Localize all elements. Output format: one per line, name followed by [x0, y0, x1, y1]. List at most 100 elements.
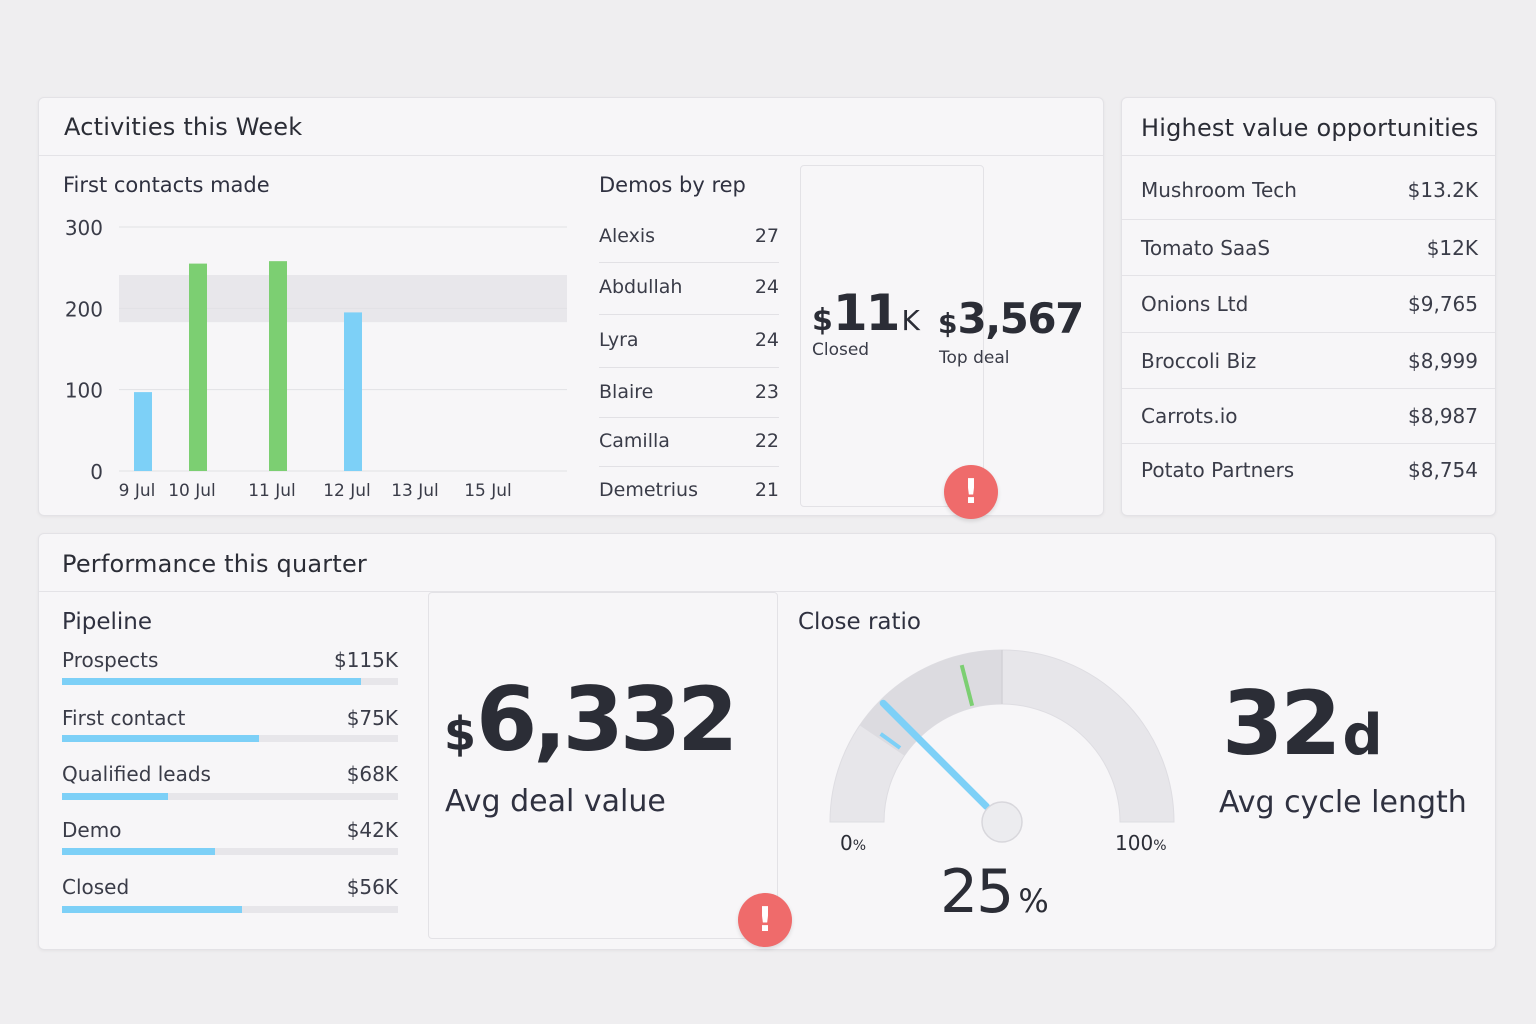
closed-stat-box: [800, 165, 984, 507]
opportunity-value: $8,999: [1408, 349, 1478, 373]
top-deal-currency: $: [938, 307, 958, 340]
demo-row-abdullah: Abdullah 24: [599, 276, 779, 302]
alert-icon[interactable]: !: [738, 893, 792, 947]
pipeline-stage-value: $115K: [333, 648, 398, 672]
chart-x-tick-label: 10 Jul: [168, 481, 216, 501]
opportunity-divider: [1122, 443, 1495, 444]
demo-rep-count: 21: [754, 479, 779, 501]
chart-bar[interactable]: [269, 261, 287, 471]
opportunity-divider: [1122, 219, 1495, 220]
closed-currency: $: [812, 303, 833, 338]
opportunity-row[interactable]: Tomato SaaS $12K: [1141, 236, 1478, 264]
pipeline-stage-value: $42K: [346, 818, 398, 842]
pipeline-stage-name: Closed: [62, 875, 130, 899]
opportunity-value: $8,754: [1408, 458, 1478, 482]
chart-bar[interactable]: [189, 263, 207, 471]
demo-row-demetrius: Demetrius 21: [599, 479, 779, 505]
top-deal-stat: $3,567: [938, 294, 1084, 343]
pipeline-stage-name: First contact: [62, 706, 186, 730]
pipeline-stage-name: Prospects: [62, 648, 159, 672]
pipeline-bar: [62, 793, 168, 800]
pipeline-stage-name: Qualified leads: [62, 762, 211, 786]
first-contacts-chart: 0 100 200 300 9 Jul 10 Jul 11 Jul 12 Jul 13 Jul 1…: [65, 216, 567, 501]
performance-card-header: [39, 534, 1495, 592]
demo-row-lyra: Lyra 24: [599, 329, 779, 355]
opportunities-title: Highest value opportunities: [1141, 114, 1479, 142]
demo-divider: [599, 262, 779, 263]
demo-rep-name: Alexis: [599, 225, 656, 247]
opportunity-row[interactable]: Mushroom Tech $13.2K: [1141, 178, 1478, 206]
opportunity-divider: [1122, 332, 1495, 333]
chart-target-band: [119, 274, 567, 323]
demo-rep-name: Demetrius: [599, 479, 698, 501]
pipeline-track: [62, 735, 398, 742]
opportunity-divider: [1122, 388, 1495, 389]
pipeline-stage-value: $68K: [346, 762, 398, 786]
demos-title: Demos by rep: [599, 173, 746, 197]
opportunity-name: Tomato SaaS: [1141, 236, 1271, 260]
opportunity-name: Onions Ltd: [1141, 292, 1249, 316]
avg-deal-value: 6,332: [476, 668, 738, 771]
activities-card-header: [39, 98, 1103, 156]
gauge-target-marker: [959, 664, 975, 707]
cycle-length-unit: d: [1342, 703, 1383, 768]
opportunity-row[interactable]: Carrots.io $8,987: [1141, 404, 1478, 432]
opportunity-value: $12K: [1426, 236, 1478, 260]
gauge-hub: [981, 801, 1023, 843]
pipeline-title: Pipeline: [62, 609, 153, 635]
demo-rep-name: Abdullah: [599, 276, 683, 298]
closed-value: 11: [832, 284, 901, 342]
avg-deal-currency: $: [444, 707, 477, 761]
pipeline-stage-name: Demo: [62, 818, 122, 842]
chart-x-tick-label: 9 Jul: [119, 481, 156, 501]
opportunity-row[interactable]: Onions Ltd $9,765: [1141, 292, 1478, 320]
top-deal-value: 3,567: [957, 294, 1084, 343]
opportunity-name: Carrots.io: [1141, 404, 1238, 428]
demo-divider: [599, 314, 779, 315]
pipeline-track: [62, 848, 398, 855]
demo-divider: [599, 417, 779, 418]
gauge-min-label: 0%: [840, 831, 866, 855]
opportunity-row[interactable]: Potato Partners $8,754: [1141, 458, 1478, 486]
first-contacts-title: First contacts made: [63, 173, 270, 197]
pipeline-bar: [62, 678, 362, 685]
opportunity-row[interactable]: Broccoli Biz $8,999: [1141, 349, 1478, 377]
gauge-previous-marker: [879, 732, 902, 750]
pipeline-bar: [62, 735, 259, 742]
opportunities-card-header: [1122, 98, 1495, 156]
pipeline-stage-value: $75K: [346, 706, 398, 730]
pipeline-track: [62, 906, 398, 913]
demo-rep-count: 24: [754, 329, 779, 351]
chart-y-tick-label: 100: [65, 379, 103, 403]
chart-x-tick-label: 12 Jul: [323, 481, 371, 501]
top-deal-label: Top deal: [939, 348, 1010, 368]
chart-bar[interactable]: [344, 312, 362, 471]
closed-stat: $11 K: [812, 284, 920, 342]
chart-x-tick-label: 15 Jul: [464, 481, 512, 501]
chart-y-tick-label: 200: [65, 297, 103, 321]
cycle-length-stat: 32d: [1222, 672, 1383, 775]
avg-deal-label: Avg deal value: [445, 784, 666, 819]
demo-row-blaire: Blaire 23: [599, 381, 779, 407]
demo-rep-count: 24: [754, 276, 779, 298]
demo-divider: [599, 367, 779, 368]
opportunity-value: $13.2K: [1407, 178, 1478, 202]
pipeline-track: [62, 793, 398, 800]
demo-rep-count: 22: [754, 430, 779, 452]
opportunities-card: [1121, 97, 1496, 516]
pipeline-stage-value: $56K: [346, 875, 398, 899]
gauge-max-label: 100%: [1115, 831, 1167, 855]
demo-divider: [599, 466, 779, 467]
chart-bar[interactable]: [134, 392, 152, 471]
pipeline-track: [62, 678, 398, 685]
demo-row-camilla: Camilla 22: [599, 430, 779, 456]
opportunity-name: Mushroom Tech: [1141, 178, 1297, 202]
demo-rep-name: Camilla: [599, 430, 670, 452]
activities-title: Activities this Week: [64, 113, 303, 141]
pipeline-bar: [62, 906, 242, 913]
opportunity-name: Broccoli Biz: [1141, 349, 1257, 373]
chart-y-tick-label: 300: [65, 216, 103, 240]
alert-icon[interactable]: !: [944, 465, 998, 519]
cycle-length-value: 32: [1222, 672, 1341, 775]
demo-rep-count: 23: [754, 381, 779, 403]
